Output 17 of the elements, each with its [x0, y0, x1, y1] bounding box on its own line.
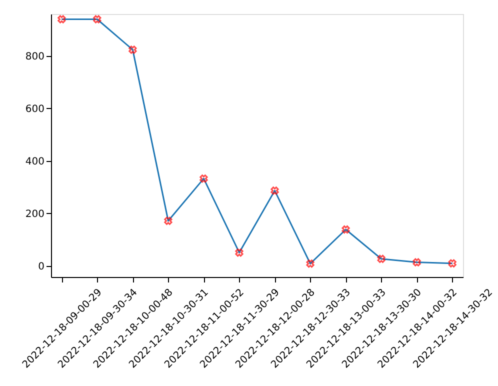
point [342, 225, 350, 234]
point [58, 15, 66, 24]
point [377, 254, 386, 263]
point [448, 259, 456, 268]
y-tick-label: 200 [25, 208, 44, 220]
point [270, 186, 279, 195]
point [93, 15, 102, 24]
point [128, 46, 137, 54]
y-tick-label: 0 [38, 261, 44, 272]
point [412, 258, 421, 266]
point [200, 174, 208, 183]
point [164, 216, 172, 225]
y-tick-label: 400 [25, 156, 44, 168]
y-tick-label: 800 [25, 51, 44, 62]
point [306, 260, 314, 268]
point [235, 248, 244, 257]
y-tick-label: 600 [25, 104, 44, 115]
